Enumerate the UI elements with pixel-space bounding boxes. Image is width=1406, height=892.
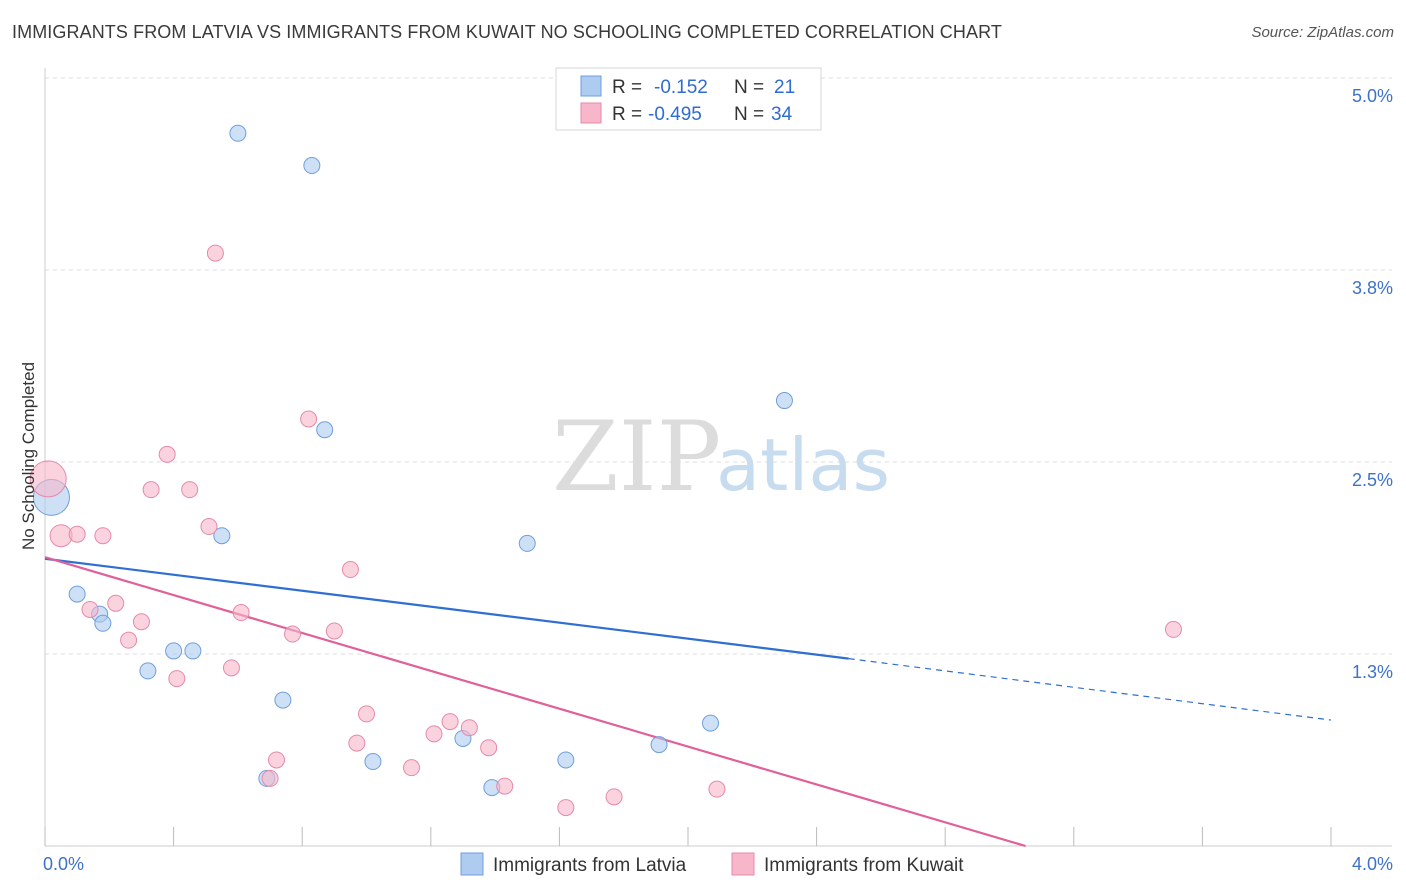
kuwait-trend-line bbox=[44, 556, 1026, 848]
legend-n-value-1: 21 bbox=[774, 77, 795, 98]
legend-n-label-1: N = bbox=[734, 77, 764, 98]
kuwait-point bbox=[232, 604, 250, 622]
kuwait-point bbox=[158, 445, 176, 463]
kuwait-point bbox=[557, 799, 575, 817]
kuwait-point bbox=[496, 777, 514, 795]
kuwait-point bbox=[480, 739, 498, 757]
kuwait-point bbox=[441, 713, 459, 731]
trend-lines bbox=[44, 556, 1332, 848]
latvia-point bbox=[184, 642, 202, 660]
kuwait-point bbox=[1164, 620, 1182, 638]
legend-n-value-2: 34 bbox=[771, 104, 793, 125]
y-axis-title: No Schooling Completed bbox=[19, 362, 38, 550]
legend-r-label-2: R = bbox=[612, 104, 642, 125]
data-points bbox=[29, 124, 1182, 817]
kuwait-point bbox=[460, 719, 478, 737]
source-label: Source: ZipAtlas.com bbox=[1251, 24, 1394, 41]
kuwait-point bbox=[68, 525, 86, 543]
latvia-point bbox=[775, 392, 793, 410]
grid-lines bbox=[45, 77, 1392, 655]
latvia-point bbox=[94, 614, 112, 632]
legend-n-label-2: N = bbox=[734, 104, 764, 125]
x-tick-label: 4.0% bbox=[1352, 854, 1393, 874]
kuwait-point bbox=[142, 481, 160, 499]
tick-labels: 1.3% 2.5% 3.8% 5.0% 0.0% 4.0% bbox=[43, 86, 1393, 874]
kuwait-point bbox=[120, 631, 138, 649]
latvia-point bbox=[303, 157, 321, 175]
series-legend: Immigrants from Latvia Immigrants from K… bbox=[460, 852, 964, 876]
kuwait-point bbox=[222, 659, 240, 677]
y-tick-label: 5.0% bbox=[1352, 86, 1393, 106]
latvia-point bbox=[650, 736, 668, 754]
latvia-point bbox=[229, 124, 247, 142]
latvia-point bbox=[165, 642, 183, 660]
kuwait-point bbox=[708, 780, 726, 798]
kuwait-point bbox=[358, 705, 375, 723]
kuwait-point bbox=[348, 734, 366, 752]
y-tick-label: 1.3% bbox=[1352, 662, 1393, 682]
kuwait-point bbox=[29, 460, 67, 498]
kuwait-point bbox=[107, 594, 125, 612]
kuwait-point bbox=[81, 600, 99, 618]
x-tick-label: 0.0% bbox=[43, 854, 84, 874]
y-tick-label: 3.8% bbox=[1352, 278, 1393, 298]
kuwait-point bbox=[341, 561, 359, 579]
kuwait-point bbox=[605, 788, 623, 806]
kuwait-point bbox=[181, 481, 199, 499]
latvia-point bbox=[557, 751, 575, 769]
kuwait-point bbox=[267, 751, 285, 769]
latvia-point bbox=[518, 534, 536, 552]
kuwait-point bbox=[206, 244, 224, 262]
legend-r-value-1: -0.152 bbox=[654, 77, 708, 98]
latvia-point bbox=[139, 662, 157, 680]
chart-title: IMMIGRANTS FROM LATVIA VS IMMIGRANTS FRO… bbox=[12, 22, 1002, 42]
legend-r-value-2: -0.495 bbox=[648, 104, 702, 125]
watermark-atlas: atlas bbox=[716, 423, 890, 507]
kuwait-point bbox=[132, 613, 150, 631]
kuwait-point bbox=[200, 518, 218, 536]
axes bbox=[44, 68, 1392, 847]
latvia-point bbox=[702, 714, 720, 732]
latvia-point bbox=[68, 585, 86, 603]
kuwait-point bbox=[261, 769, 279, 787]
latvia-point bbox=[274, 691, 292, 709]
kuwait-point bbox=[403, 759, 421, 777]
kuwait-point bbox=[168, 670, 186, 688]
legend-swatch-latvia bbox=[580, 75, 602, 97]
kuwait-point bbox=[425, 725, 443, 743]
kuwait-point bbox=[94, 527, 112, 545]
correlation-legend: R = -0.152 N = 21 R = -0.495 N = 34 bbox=[555, 67, 822, 131]
legend-swatch-kuwait bbox=[580, 102, 602, 124]
kuwait-point bbox=[300, 410, 318, 428]
kuwait-point bbox=[284, 625, 302, 643]
legend-r-label-1: R = bbox=[612, 77, 642, 98]
bottom-legend-swatch-latvia bbox=[460, 852, 484, 876]
y-tick-label: 2.5% bbox=[1352, 470, 1393, 490]
latvia-point bbox=[316, 421, 334, 439]
latvia-point bbox=[364, 753, 382, 771]
bottom-legend-label-kuwait: Immigrants from Kuwait bbox=[764, 855, 964, 876]
kuwait-point bbox=[325, 622, 343, 640]
kuwait-point bbox=[49, 524, 73, 548]
bottom-legend-swatch-kuwait bbox=[731, 852, 755, 876]
latvia-trend-extension bbox=[848, 658, 1332, 721]
watermark-zip: ZIP bbox=[552, 401, 721, 513]
bottom-legend-label-latvia: Immigrants from Latvia bbox=[493, 855, 687, 876]
latvia-trend-line bbox=[44, 557, 849, 660]
latvia-point bbox=[213, 527, 231, 545]
watermark: ZIP atlas bbox=[552, 401, 890, 513]
